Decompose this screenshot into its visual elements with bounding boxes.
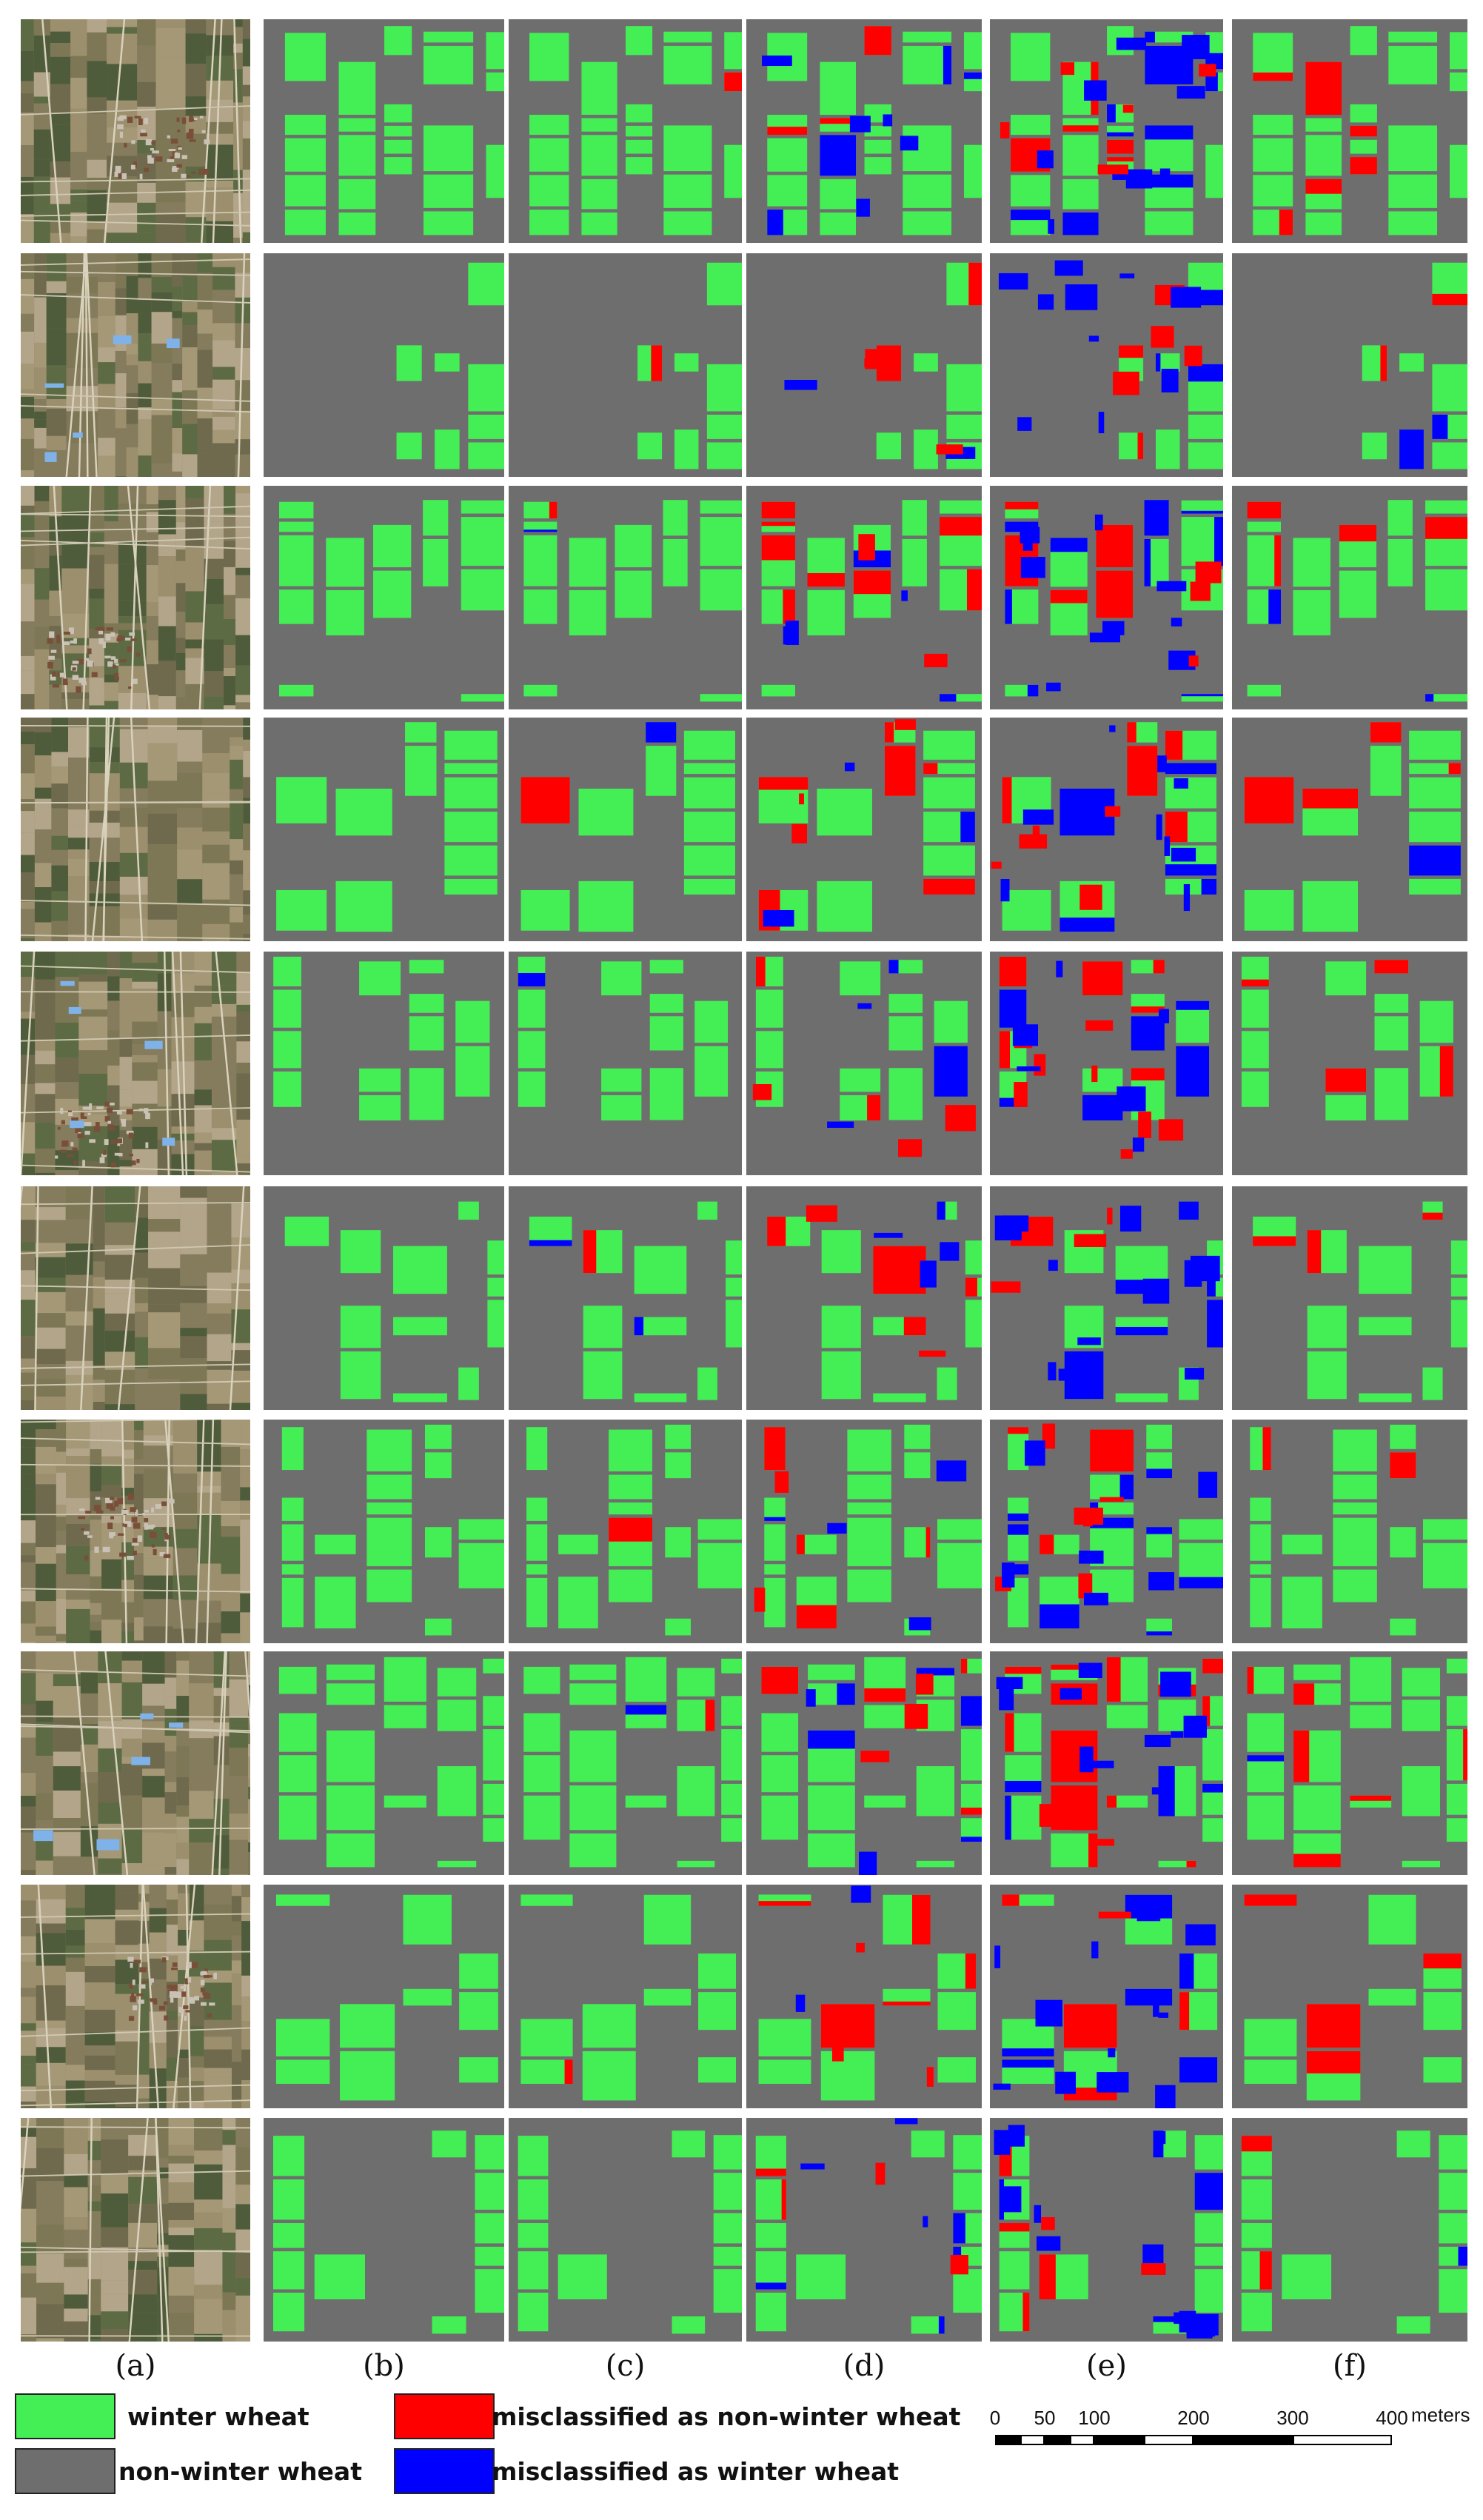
tile-a-row-6 (21, 1186, 250, 1410)
tile-a-row-1 (21, 19, 250, 243)
tile-c-row-10 (509, 2118, 742, 2342)
tile-f-row-3 (1232, 486, 1467, 709)
column-label-a: (a) (115, 2349, 156, 2383)
tile-b-row-6 (264, 1186, 504, 1410)
tile-f-row-1 (1232, 19, 1467, 243)
tile-d-row-2 (746, 253, 982, 477)
tile-c-row-2 (509, 253, 742, 477)
tile-d-row-1 (746, 19, 982, 243)
tile-e-row-5 (990, 952, 1223, 1175)
legend-swatch-misclassified-non-winter (394, 2393, 495, 2439)
legend-swatch-winter-wheat (15, 2393, 116, 2439)
scale-bar-tick-label: 100 (1078, 2407, 1111, 2429)
tile-f-row-4 (1232, 718, 1467, 941)
tile-e-row-7 (990, 1420, 1223, 1643)
tile-f-row-10 (1232, 2118, 1467, 2342)
tile-b-row-8 (264, 1651, 504, 1875)
tile-c-row-8 (509, 1651, 742, 1875)
tile-d-row-3 (746, 486, 982, 709)
legend-swatch-non-winter-wheat (15, 2448, 116, 2494)
tile-c-row-1 (509, 19, 742, 243)
tile-b-row-5 (264, 952, 504, 1175)
tile-e-row-4 (990, 718, 1223, 941)
tile-f-row-2 (1232, 253, 1467, 477)
tile-a-row-8 (21, 1651, 250, 1875)
tile-f-row-9 (1232, 1885, 1467, 2108)
tile-b-row-2 (264, 253, 504, 477)
tile-e-row-2 (990, 253, 1223, 477)
scale-bar-segment (1020, 2435, 1045, 2445)
tile-b-row-1 (264, 19, 504, 243)
legend-label-winter-wheat: winter wheat (127, 2402, 309, 2431)
tile-c-row-7 (509, 1420, 742, 1643)
tile-c-row-9 (509, 1885, 742, 2108)
tile-b-row-10 (264, 2118, 504, 2342)
tile-d-row-9 (746, 1885, 982, 2108)
tile-a-row-3 (21, 486, 250, 709)
legend-swatch-misclassified-winter (394, 2448, 495, 2494)
tile-d-row-8 (746, 1651, 982, 1875)
tile-f-row-6 (1232, 1186, 1467, 1410)
tile-a-row-9 (21, 1885, 250, 2108)
column-label-c: (c) (605, 2349, 646, 2383)
scale-bar-segment (1293, 2435, 1392, 2445)
tile-d-row-6 (746, 1186, 982, 1410)
tile-f-row-7 (1232, 1420, 1467, 1643)
scale-bar-segment (1094, 2435, 1144, 2445)
tile-f-row-5 (1232, 952, 1467, 1175)
column-label-b: (b) (363, 2349, 405, 2383)
tile-b-row-3 (264, 486, 504, 709)
tile-e-row-9 (990, 1885, 1223, 2108)
scale-bar-unit: meters (1411, 2404, 1470, 2426)
tile-d-row-4 (746, 718, 982, 941)
scale-bar-segment (1069, 2435, 1094, 2445)
tile-a-row-5 (21, 952, 250, 1175)
scale-bar-segment (1144, 2435, 1194, 2445)
tile-d-row-10 (746, 2118, 982, 2342)
scale-bar-segment (1194, 2435, 1293, 2445)
tile-e-row-3 (990, 486, 1223, 709)
tile-c-row-3 (509, 486, 742, 709)
tile-c-row-6 (509, 1186, 742, 1410)
tile-d-row-7 (746, 1420, 982, 1643)
tile-b-row-4 (264, 718, 504, 941)
tile-c-row-5 (509, 952, 742, 1175)
tile-e-row-10 (990, 2118, 1223, 2342)
column-label-d: (d) (843, 2349, 886, 2383)
column-label-f: (f) (1332, 2349, 1367, 2383)
scale-bar-segment (995, 2435, 1020, 2445)
tile-f-row-8 (1232, 1651, 1467, 1875)
tile-a-row-10 (21, 2118, 250, 2342)
column-label-e: (e) (1086, 2349, 1127, 2383)
legend-label-misclassified-winter: misclassified as winter wheat (492, 2457, 900, 2486)
tile-e-row-6 (990, 1186, 1223, 1410)
tile-a-row-7 (21, 1420, 250, 1643)
tile-a-row-4 (21, 718, 250, 941)
tile-b-row-7 (264, 1420, 504, 1643)
scale-bar-segment (1045, 2435, 1070, 2445)
tile-c-row-4 (509, 718, 742, 941)
tile-d-row-5 (746, 952, 982, 1175)
tile-b-row-9 (264, 1885, 504, 2108)
tile-e-row-1 (990, 19, 1223, 243)
scale-bar-tick-label: 400 (1376, 2407, 1408, 2429)
scale-bar-tick-label: 300 (1276, 2407, 1309, 2429)
scale-bar-tick-label: 50 (1034, 2407, 1056, 2429)
legend-label-misclassified-non-winter: misclassified as non-winter wheat (492, 2402, 961, 2431)
tile-e-row-8 (990, 1651, 1223, 1875)
scale-bar-tick-label: 0 (989, 2407, 1001, 2429)
legend-label-non-winter-wheat: non-winter wheat (118, 2457, 362, 2486)
tile-a-row-2 (21, 253, 250, 477)
scale-bar-tick-label: 200 (1177, 2407, 1210, 2429)
